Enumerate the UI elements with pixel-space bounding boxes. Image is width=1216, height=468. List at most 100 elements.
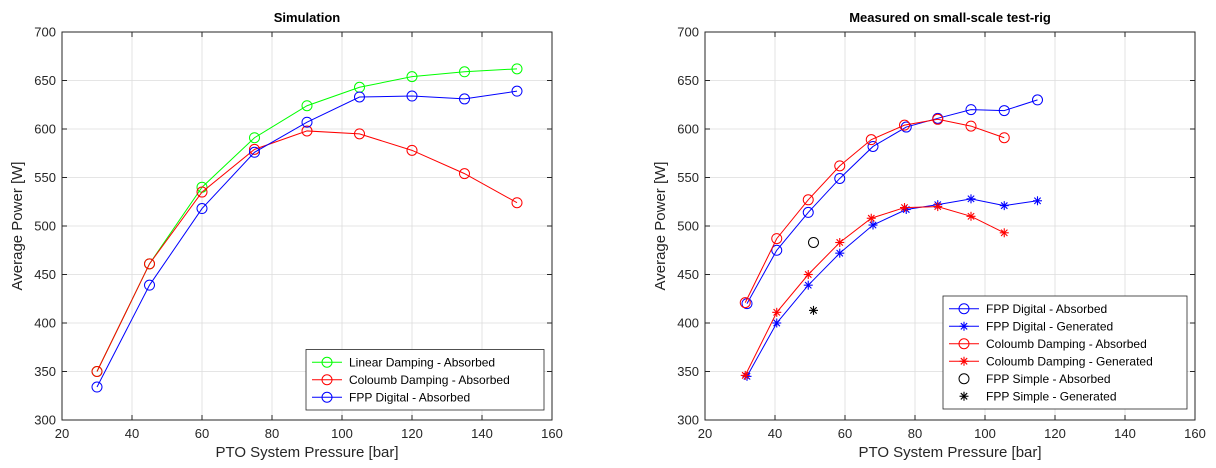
data-point [354,91,365,103]
series-line [744,118,1005,303]
legend-marker-swatch [321,356,333,368]
tick-labels: 20 40 60 80 100 120 140 160 300 350 400 450 500 550 60… [677,25,1206,442]
data-point [900,203,909,213]
y-tick-label: 500 [677,219,699,234]
y-tick-label: 300 [34,413,56,428]
data-point [966,211,976,221]
data-point [868,220,878,230]
y-tick-label: 300 [677,413,699,428]
x-tick-label: 120 [1044,426,1066,441]
data-point [809,305,818,315]
legend: FPP Digital - Absorbed FPP Digital - Gene… [942,295,1188,410]
legend-marker-swatch [959,356,969,366]
x-tick-label: 40 [125,426,139,441]
x-tick-label: 160 [541,426,563,441]
legend-item-fpp-digital-absorbed: FPP Digital - Absorbed [312,390,470,404]
y-tick-label: 550 [34,170,56,185]
tick-marks [61,31,553,421]
x-tick-label: 160 [1184,426,1206,441]
y-tick-label: 350 [34,364,56,379]
y-tick-label: 350 [677,364,699,379]
x-tick-label: 80 [265,426,279,441]
legend-label: FPP Digital - Absorbed [349,390,470,404]
data-point [802,194,814,206]
legend-item-fpp-digital-absorbed: FPP Digital - Absorbed [949,302,1107,316]
data-point [834,160,846,172]
series-fpp-digital-generated [742,194,1042,381]
legend-label: FPP Simple - Generated [986,389,1117,403]
data-point [249,132,260,144]
data-point [771,233,783,245]
legend-item-coloumb-damping-absorbed: Coloumb Damping - Absorbed [949,337,1147,351]
y-tick-label: 500 [34,219,56,234]
data-point [808,236,819,248]
legend-box [305,349,545,411]
x-tick-label: 120 [401,426,423,441]
chart-simulation: 20 40 60 80 100 120 140 160 300 350 400 450 500 550 60… [9,10,563,461]
data-point [301,125,313,137]
y-tick-label: 650 [677,73,699,88]
x-tick-label: 100 [331,426,353,441]
data-point [511,85,523,97]
y-tick-label: 400 [34,316,56,331]
data-point [511,63,523,75]
series-line [96,68,518,372]
data-point [406,90,418,102]
data-point [301,116,313,128]
series-line [96,130,518,372]
data-point [739,297,751,309]
data-point [999,228,1009,238]
legend-label: FPP Simple - Absorbed [986,372,1111,386]
x-tick-label: 60 [838,426,852,441]
y-tick-label: 600 [677,122,699,137]
legend-box [942,295,1188,410]
y-tick-label: 450 [677,267,699,282]
data-point [867,140,879,152]
data-point [865,134,877,146]
x-tick-label: 100 [974,426,996,441]
legend-item-fpp-digital-generated: FPP Digital - Generated [949,319,1113,333]
legend-label: FPP Digital - Generated [986,319,1113,333]
data-point [835,237,845,247]
data-point [459,66,470,78]
chart-measured-test-rig: 20 40 60 80 100 120 140 160 300 350 400 450 500 550 60… [652,10,1206,461]
y-tick-label: 700 [34,25,56,40]
data-point [803,270,813,279]
series-coloumb-damping-generated [740,202,1009,380]
tick-labels: 20 40 60 80 100 120 140 160 300 350 400 450 500 550 60… [34,25,563,442]
data-point [511,197,523,209]
y-tick-label: 700 [677,25,699,40]
legend-item-coloumb-damping-generated: Coloumb Damping - Generated [949,354,1153,368]
chart-title: Simulation [274,10,341,25]
legend-item-coloumb-damping-absorbed: Coloumb Damping - Absorbed [312,373,510,387]
data-point [866,213,876,223]
x-axis-label: PTO System Pressure [bar] [858,444,1041,461]
x-tick-label: 40 [768,426,782,441]
data-point [999,201,1009,211]
data-point [406,71,418,83]
chart-title: Measured on small-scale test-rig [849,10,1051,25]
data-point [144,279,155,291]
x-tick-label: 60 [195,426,209,441]
data-point [802,206,814,218]
y-tick-label: 600 [34,122,56,137]
data-point [998,105,1010,117]
tick-marks [704,31,1196,421]
legend-item-fpp-simple-generated: FPP Simple - Generated [959,389,1117,403]
data-point [301,100,313,112]
series-layer [739,94,1043,381]
x-tick-label: 140 [1114,426,1136,441]
legend-label: Coloumb Damping - Absorbed [986,337,1147,351]
legend-label: Linear Damping - Absorbed [349,355,495,369]
legend-label: FPP Digital - Absorbed [986,302,1107,316]
legend-marker-swatch [958,303,970,315]
series-fpp-simple-absorbed [808,236,819,248]
legend-item-linear-damping-absorbed: Linear Damping - Absorbed [312,355,495,369]
data-point [772,318,782,328]
data-point [91,381,103,393]
y-tick-label: 450 [34,267,56,282]
x-tick-label: 140 [471,426,493,441]
series-coloumb-damping-absorbed [91,125,523,377]
data-point [899,119,910,131]
